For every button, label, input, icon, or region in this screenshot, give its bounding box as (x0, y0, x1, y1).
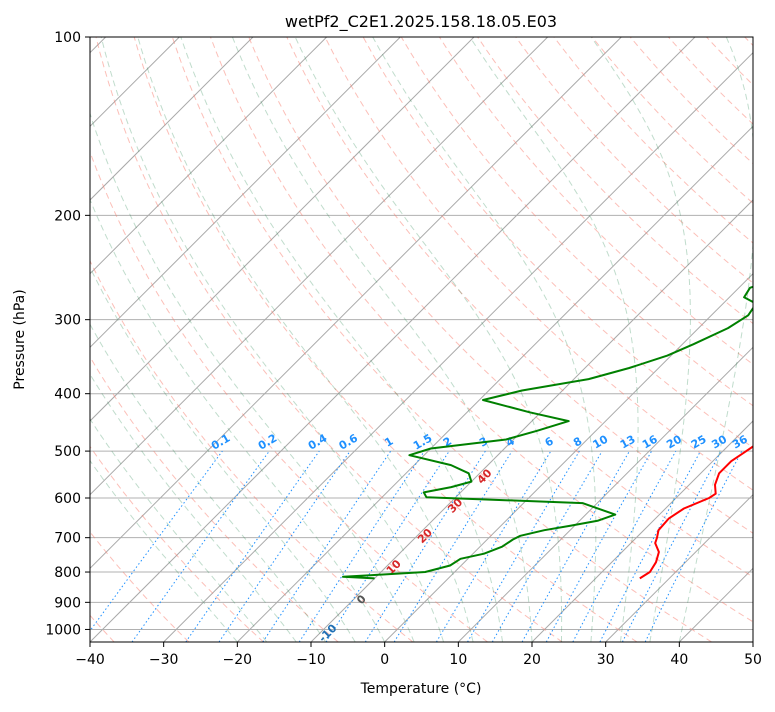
x-tick-label: −30 (149, 652, 179, 668)
mixing-ratio-label-0.4: 0.4 (306, 431, 330, 452)
dry-adiabat-10 (58, 37, 488, 642)
moist-adiabat--4 (18, 37, 356, 642)
dry-adiabat-180 (707, 37, 775, 642)
dry-adiabat-130 (516, 37, 775, 642)
x-tick-label: −40 (75, 652, 105, 668)
isotherm--20 (237, 37, 775, 642)
mixing-ratio-line-3 (365, 451, 485, 642)
y-tick-label: 500 (54, 444, 81, 460)
y-tick-label: 600 (54, 491, 81, 507)
mixing-ratio-label-25: 25 (689, 433, 709, 452)
y-tick-label: 300 (54, 313, 81, 329)
moist-adiabat-16 (181, 37, 503, 642)
x-tick-label: 20 (523, 652, 541, 668)
isotherm--30 (164, 37, 769, 642)
dry-adiabat--30 (0, 37, 189, 642)
mixing-ratio-label-13: 13 (618, 433, 638, 452)
moist-adiabat--20 (0, 37, 237, 642)
plot-frame (90, 37, 753, 642)
temperature-profile (640, 37, 775, 578)
x-tick-label: 40 (670, 652, 688, 668)
dry-adiabat-120 (478, 37, 775, 642)
x-axis-label: Temperature (°C) (360, 681, 482, 697)
moist-adiabat-28 (373, 37, 596, 642)
mixing-ratio-label-6: 6 (543, 434, 556, 449)
dry-adiabat-170 (668, 37, 775, 642)
mixing-ratio-line-6 (436, 451, 551, 642)
y-axis-label: Pressure (hPa) (12, 289, 28, 389)
mixing-ratio-line-1 (263, 451, 391, 642)
dry-adiabat-190 (745, 37, 775, 642)
mixing-ratio-line-16 (546, 451, 651, 642)
mixing-ratio-line-13 (522, 451, 629, 642)
mixing-ratio-label-1: 1 (382, 435, 395, 450)
moist-adiabat-36 (591, 37, 690, 642)
y-tick-label: 1000 (45, 622, 81, 638)
x-tick-label: −20 (223, 652, 253, 668)
mixing-ratio-label-8: 8 (571, 435, 584, 450)
y-tick-label: 800 (54, 565, 81, 581)
dry-adiabat--10 (0, 37, 338, 642)
moist-adiabat-20 (232, 37, 532, 642)
mixing-ratio-label-30: 30 (709, 432, 729, 451)
moist-adiabat-12 (138, 37, 473, 642)
isotherm--50 (16, 37, 621, 642)
y-tick-label: 400 (54, 387, 81, 403)
isotherm--40 (90, 37, 695, 642)
x-tick-label: −10 (296, 652, 326, 668)
mixing-ratio-line-0.6 (219, 451, 350, 642)
mixing-ratio-line-20 (573, 451, 676, 642)
dry-adiabat-label--10: -10 (316, 621, 339, 644)
mixing-ratio-line-2 (326, 451, 449, 642)
dry-adiabat-label-0: 0 (354, 592, 369, 607)
y-tick-label: 700 (54, 531, 81, 547)
isotherm--80 (0, 37, 400, 642)
isotherm--70 (0, 37, 474, 642)
isotherm-40 (679, 37, 775, 642)
mixing-ratio-label-10: 10 (591, 432, 611, 451)
isotherm-20 (532, 37, 775, 642)
moist-adiabat-0 (42, 37, 385, 642)
dry-adiabat-30 (134, 37, 637, 642)
y-tick-label: 200 (54, 208, 81, 224)
x-tick-label: 0 (380, 652, 389, 668)
mixing-ratio-line-1.5 (299, 451, 424, 642)
mixing-ratio-label-16: 16 (640, 432, 660, 451)
isotherm-50 (753, 37, 775, 642)
y-axis: 100 200 300 400 500 600 700 800 900 1000 (45, 30, 90, 638)
isotherm--100 (0, 37, 253, 642)
mixing-ratio-label-20: 20 (664, 432, 684, 451)
x-tick-label: 10 (449, 652, 467, 668)
mixing-ratio-label-0.1: 0.1 (209, 432, 232, 453)
chart-title: wetPf2_C2E1.2025.158.18.05.E03 (285, 12, 557, 32)
isotherm-10 (458, 37, 775, 642)
dry-adiabat-label-40: 40 (475, 466, 495, 486)
y-tick-label: 100 (54, 30, 81, 46)
dry-adiabat-150 (592, 37, 775, 642)
dry-adiabat--20 (0, 37, 264, 642)
mixing-ratio-label-0.2: 0.2 (256, 432, 279, 453)
x-tick-label: 30 (597, 652, 615, 668)
x-axis: −40 −30 −20 −10 0 10 20 30 40 50 (75, 642, 762, 668)
mixing-ratio-label-36: 36 (730, 432, 750, 451)
x-tick-label: 50 (744, 652, 762, 668)
dry-adiabat-140 (554, 37, 775, 642)
mixing-ratio-line-25 (600, 451, 701, 642)
y-tick-label: 900 (54, 595, 81, 611)
moist-adiabat-4 (70, 37, 414, 642)
moist-adiabat-40 (679, 37, 755, 642)
mixing-ratio-line-0.1 (82, 451, 223, 642)
